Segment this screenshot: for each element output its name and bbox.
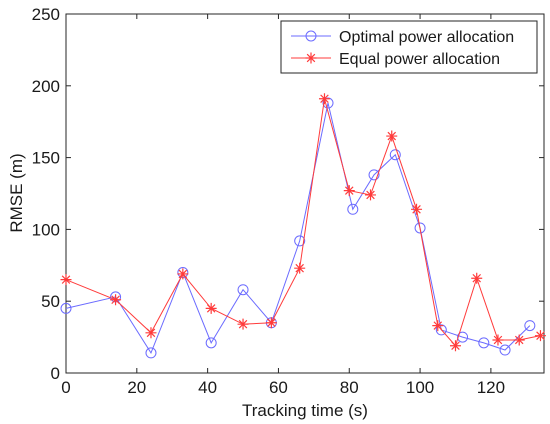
x-axis-title: Tracking time (s) <box>242 401 368 420</box>
legend-marker <box>305 30 317 42</box>
data-point <box>110 294 122 306</box>
series-1 <box>60 93 546 352</box>
data-point <box>478 337 490 349</box>
y-tick-label: 100 <box>32 220 60 239</box>
data-point <box>205 302 217 314</box>
data-point <box>347 203 359 215</box>
data-point <box>435 324 447 336</box>
data-point <box>471 272 483 284</box>
data-point <box>365 189 377 201</box>
data-point <box>265 317 277 329</box>
axis-ticks <box>65 13 544 374</box>
y-tick-label: 250 <box>32 5 60 24</box>
data-point <box>524 320 536 332</box>
data-point <box>386 130 398 142</box>
x-tick-label: 60 <box>269 378 288 397</box>
data-point <box>60 274 72 286</box>
data-point <box>294 262 306 274</box>
data-point <box>343 185 355 197</box>
legend-marker-optimal <box>305 30 317 42</box>
data-point <box>499 344 511 356</box>
x-tick-label: 20 <box>127 378 146 397</box>
data-point <box>60 302 72 314</box>
data-point <box>534 330 546 342</box>
data-point <box>368 169 380 181</box>
plot-area <box>65 13 545 374</box>
legend-box <box>280 20 538 74</box>
y-tick-label: 0 <box>51 364 60 383</box>
data-point <box>318 93 330 105</box>
data-point <box>449 340 461 352</box>
legend-label-equal: Equal power allocation <box>339 51 500 68</box>
data-point <box>294 235 306 247</box>
data-point <box>411 203 423 215</box>
y-axis-title: RMSE (m) <box>7 153 26 232</box>
tick-labels: 0 20 40 60 80 100 120 0 50 100 150 200 250 <box>32 5 505 397</box>
data-point <box>322 97 334 109</box>
data-point <box>145 347 157 359</box>
series-layer <box>60 93 546 359</box>
data-point <box>205 337 217 349</box>
y-tick-label: 200 <box>32 77 60 96</box>
x-tick-label: 40 <box>198 378 217 397</box>
data-point <box>177 268 189 280</box>
legend: Optimal power allocation Equal power all… <box>280 20 538 74</box>
data-point <box>513 334 525 346</box>
x-tick-label: 100 <box>406 378 434 397</box>
data-point <box>237 284 249 296</box>
data-point <box>492 334 504 346</box>
y-tick-label: 50 <box>41 292 60 311</box>
legend-marker-equal <box>305 52 317 64</box>
x-tick-label: 120 <box>477 378 505 397</box>
data-point <box>145 327 157 339</box>
x-tick-label: 0 <box>61 378 70 397</box>
legend-marker <box>305 52 317 64</box>
x-tick-label: 80 <box>340 378 359 397</box>
data-point <box>237 318 249 330</box>
legend-label-optimal: Optimal power allocation <box>339 29 514 46</box>
data-point <box>389 149 401 161</box>
data-point <box>414 222 426 234</box>
data-point <box>432 320 444 332</box>
y-tick-label: 150 <box>32 149 60 168</box>
data-point <box>457 331 469 343</box>
